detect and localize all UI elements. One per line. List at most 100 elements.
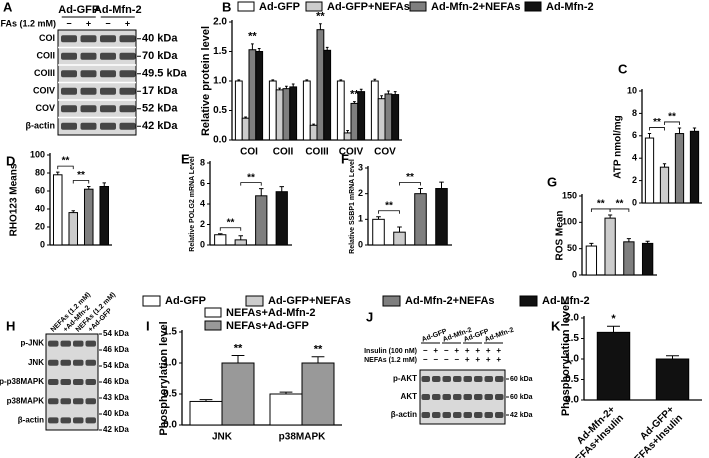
legend-swatch [142,295,161,307]
y-axis-label: Relative protein level [200,26,212,136]
error-bar [305,79,309,81]
bar [585,245,598,276]
bar [391,94,400,141]
error-bar [645,240,650,244]
panel-label: H [6,318,15,333]
bar [689,130,700,204]
band [48,359,59,366]
kda-label: 42 kDa [103,425,129,434]
band [463,394,472,400]
band [80,105,97,113]
error-bar [279,186,285,192]
error-bar [376,216,381,220]
error-bar [56,171,60,175]
legend-swatch [204,307,222,318]
y-axis-label: ATP nmol/mg [613,115,624,179]
significance-bracket [219,227,242,231]
y-tick-label: 1.0 [163,358,177,369]
bar [659,166,670,204]
bar [221,362,255,426]
significance: ** [77,170,85,181]
row-label: p38MAPK [7,396,45,405]
error-bar [87,186,91,190]
legend-swatch [237,1,255,12]
x-tick-label: COI [240,147,258,158]
band [495,412,504,418]
row-label: p-p38MAPK [0,377,44,386]
band [80,122,97,130]
error-bar [312,123,315,126]
significance-bracket [72,180,90,184]
panel-label: E [181,151,190,166]
y-tick-label: 1 [358,214,363,224]
band [80,52,97,60]
band [474,376,483,382]
y-tick-label: 150 [562,190,577,200]
y-tick-label: 10 [627,85,637,95]
significance: ** [653,117,661,128]
condition-sign: + [475,346,480,355]
condition-sign: + [486,346,491,355]
band [474,412,483,418]
condition-sign: − [444,346,449,355]
y-axis-label: RHO123 Means [9,163,20,236]
error-bar [271,79,275,81]
condition-sign: − [105,18,110,28]
band [119,70,136,78]
bar [414,193,427,246]
significance: ** [227,217,235,228]
band [48,398,59,405]
y-tick-label: 4 [200,198,205,208]
legend-label: NEFAs+Ad-Mfn-2 [226,307,316,319]
bar [282,88,291,141]
legend-swatch [382,295,401,307]
y-tick-label: 60 [35,185,45,195]
legend-label: Ad-Mfn-2+NEFAs [405,295,495,307]
y-tick-label: 0.5 [565,374,579,385]
bar [52,174,63,246]
band [463,412,472,418]
legend-swatch [204,320,222,331]
legend-label: Ad-GFP+NEFAs [268,295,351,307]
band [474,394,483,400]
bar [255,195,268,246]
y-tick-label: 0 [358,239,363,249]
significance: ** [62,156,70,167]
y-tick-label: 8 [632,108,637,118]
row-label: COI [39,33,55,43]
panel-label: J [366,309,373,324]
band [60,398,71,405]
condition-label: NEFAs (1.2 mM) [364,357,417,364]
y-tick-label: 0 [40,239,45,249]
error-bar [244,116,247,119]
bar [384,93,393,141]
panel-label: D [6,153,15,168]
error-bar [311,356,325,363]
band [119,87,136,95]
error-bar [258,188,264,196]
error-bar [102,182,106,187]
band [61,52,77,60]
error-bar [373,78,377,81]
band [495,376,504,382]
band [73,417,84,424]
legend-label: NEFAs+Ad-GFP [226,320,309,332]
group-label: Ad-GFP [58,4,99,16]
band [61,87,77,95]
y-tick-label: 0 [572,269,577,279]
bar [234,80,243,141]
error-bar [692,127,697,132]
kda-label: 42 kDa [142,120,178,132]
band [432,412,441,418]
y-tick-label: 1.5 [565,333,579,344]
bar [596,331,631,401]
y-tick-label: 6 [632,130,637,140]
error-bar [662,163,667,168]
x-tick-label: p38MAPK [279,432,326,443]
significance: ** [597,199,605,210]
band [432,394,441,400]
band [421,394,430,400]
error-bar [666,355,679,359]
row-label: p-JNK [20,339,44,348]
bar [370,80,379,141]
